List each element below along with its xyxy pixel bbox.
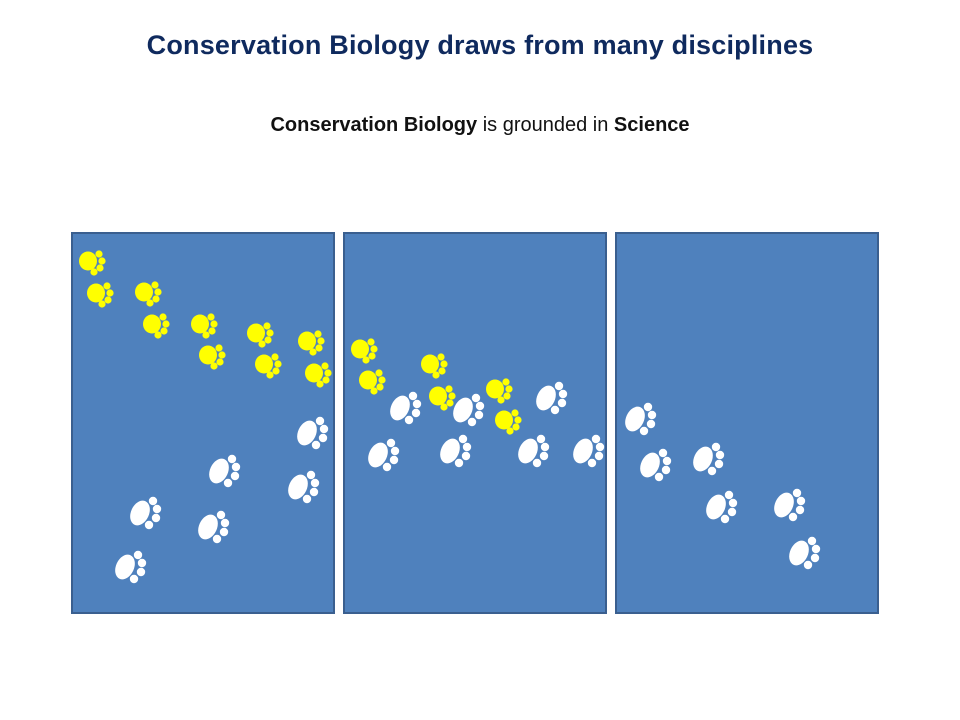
subtitle-conservation-biology: Conservation Biology bbox=[270, 114, 478, 136]
panel-1 bbox=[71, 232, 335, 614]
slide-title: Conservation Biology draws from many dis… bbox=[146, 30, 814, 60]
panel-2 bbox=[343, 232, 607, 614]
panel-3 bbox=[615, 232, 879, 614]
slide-subtitle: Conservation Biology is grounded in Scie… bbox=[0, 114, 960, 137]
subtitle-science: Science bbox=[613, 114, 690, 136]
subtitle-middle: is grounded in bbox=[477, 114, 614, 136]
